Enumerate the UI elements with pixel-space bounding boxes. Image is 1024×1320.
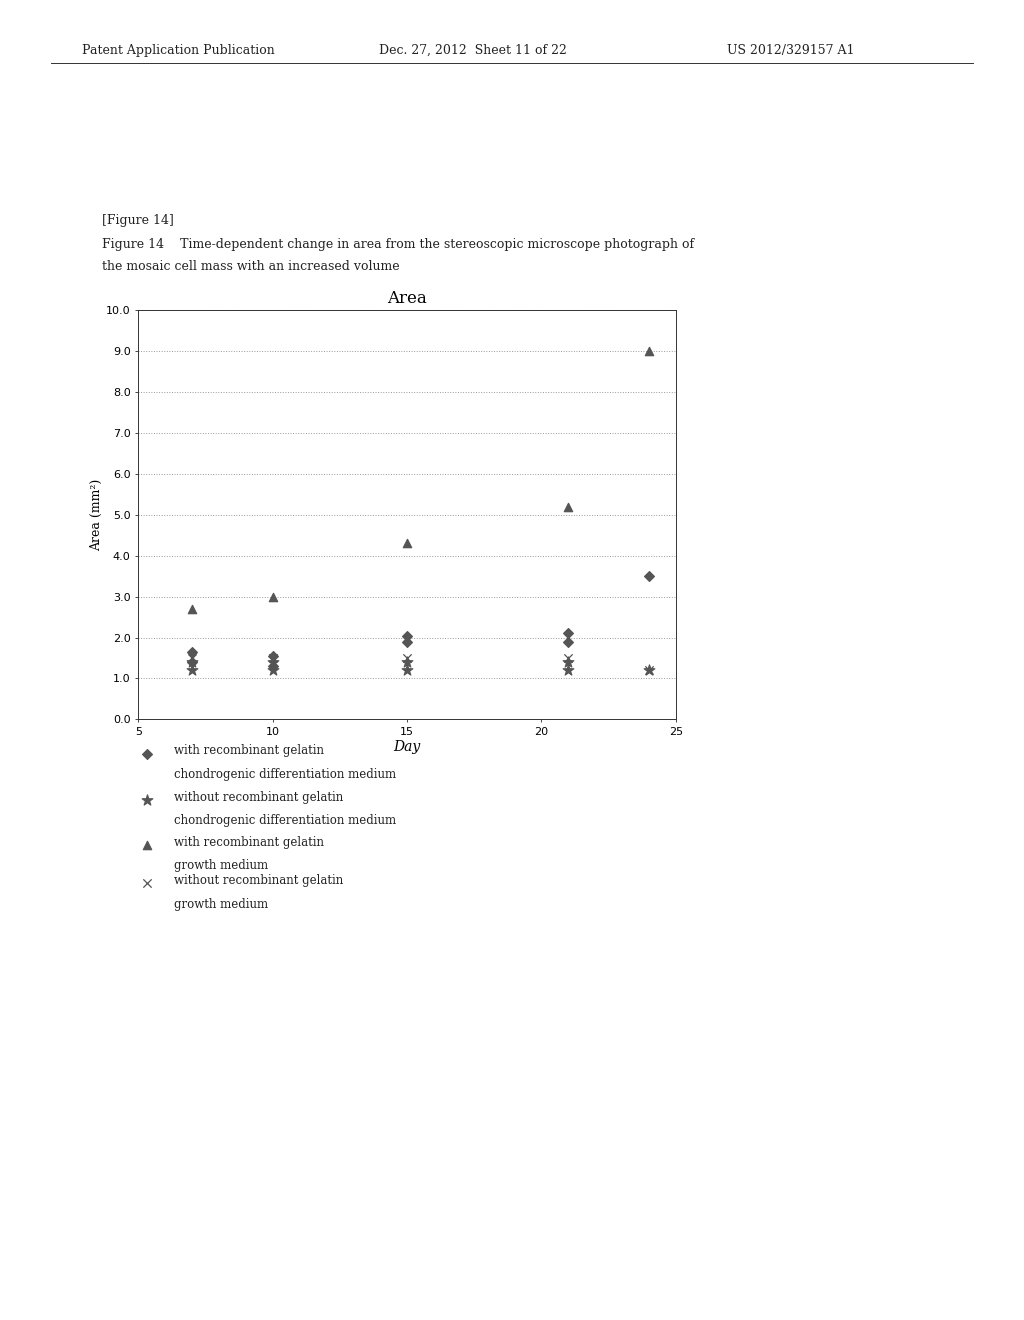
Point (184, 647, 201, 668)
Point (399, 533, 416, 554)
Point (560, 623, 577, 644)
Point (264, 647, 281, 668)
Text: US 2012/329157 A1: US 2012/329157 A1 (727, 44, 855, 57)
Point (399, 624, 416, 645)
Point (264, 586, 281, 607)
Text: growth medium: growth medium (174, 898, 268, 911)
Y-axis label: Area (mm²): Area (mm²) (90, 479, 103, 550)
Point (560, 496, 577, 517)
Point (184, 652, 201, 673)
Text: chondrogenic differentiation medium: chondrogenic differentiation medium (174, 768, 396, 781)
Point (264, 645, 281, 667)
Point (184, 660, 201, 681)
Point (399, 652, 416, 673)
Text: with recombinant gelatin: with recombinant gelatin (174, 744, 324, 758)
Point (264, 656, 281, 677)
Point (139, 873, 156, 894)
Point (264, 652, 281, 673)
Point (560, 652, 577, 673)
Text: without recombinant gelatin: without recombinant gelatin (174, 874, 343, 887)
Point (641, 660, 657, 681)
Point (560, 660, 577, 681)
Point (139, 789, 156, 810)
Point (641, 565, 657, 586)
Point (264, 660, 281, 681)
Title: Area: Area (387, 290, 427, 308)
Text: Figure 14    Time-dependent change in area from the stereoscopic microscope phot: Figure 14 Time-dependent change in area … (102, 238, 694, 251)
Text: Dec. 27, 2012  Sheet 11 of 22: Dec. 27, 2012 Sheet 11 of 22 (379, 44, 566, 57)
Text: chondrogenic differentiation medium: chondrogenic differentiation medium (174, 814, 396, 828)
Point (139, 834, 156, 855)
Point (399, 647, 416, 668)
Point (139, 743, 156, 764)
Point (399, 660, 416, 681)
Point (184, 652, 201, 673)
Text: Patent Application Publication: Patent Application Publication (82, 44, 274, 57)
Text: without recombinant gelatin: without recombinant gelatin (174, 791, 343, 804)
Point (641, 341, 657, 362)
Point (184, 598, 201, 619)
Point (560, 631, 577, 652)
X-axis label: Day: Day (393, 739, 421, 754)
Point (560, 647, 577, 668)
Point (399, 631, 416, 652)
Text: with recombinant gelatin: with recombinant gelatin (174, 836, 324, 849)
Point (641, 660, 657, 681)
Text: growth medium: growth medium (174, 859, 268, 873)
Text: the mosaic cell mass with an increased volume: the mosaic cell mass with an increased v… (102, 260, 400, 273)
Text: [Figure 14]: [Figure 14] (102, 214, 174, 227)
Point (184, 642, 201, 663)
